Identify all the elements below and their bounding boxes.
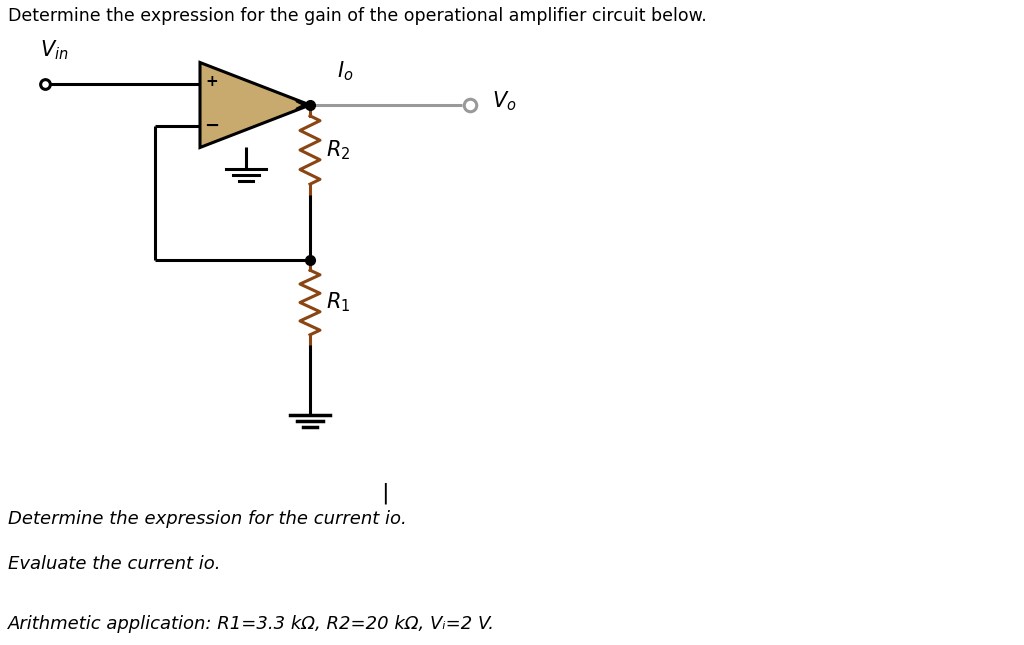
Text: −: − [205, 117, 219, 135]
Text: Arithmetic application: R1=3.3 kΩ, R2=20 kΩ, Vᵢ=2 V.: Arithmetic application: R1=3.3 kΩ, R2=20… [8, 615, 495, 633]
Text: Determine the expression for the gain of the operational amplifier circuit below: Determine the expression for the gain of… [8, 7, 707, 25]
Text: $R_2$: $R_2$ [326, 138, 350, 162]
Text: $V_o$: $V_o$ [492, 89, 516, 113]
Text: $I_o$: $I_o$ [337, 59, 353, 83]
Text: +: + [206, 74, 218, 89]
Text: |: | [381, 482, 389, 504]
Text: Determine the expression for the current io.: Determine the expression for the current… [8, 510, 407, 528]
Text: $R_1$: $R_1$ [326, 291, 350, 314]
Text: Evaluate the current io.: Evaluate the current io. [8, 555, 220, 573]
Polygon shape [200, 63, 310, 148]
Text: $V_{in}$: $V_{in}$ [40, 38, 69, 62]
